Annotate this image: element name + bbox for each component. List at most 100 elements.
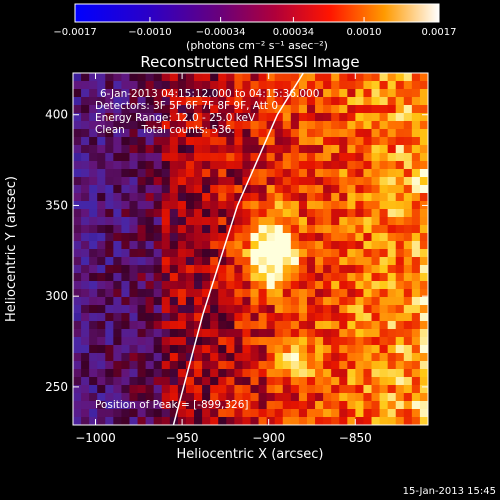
heatmap-cell <box>97 305 106 314</box>
heatmap-cell <box>137 329 147 338</box>
heatmap-cell <box>81 145 90 154</box>
heatmap-cell <box>121 81 131 90</box>
heatmap-cell <box>323 161 332 170</box>
heatmap-cell <box>258 153 268 162</box>
heatmap-cell <box>250 241 260 250</box>
heatmap-cell <box>242 337 252 346</box>
heatmap-cell <box>403 241 413 250</box>
heatmap-cell <box>161 89 171 98</box>
heatmap-cell <box>258 241 268 250</box>
heatmap-cell <box>347 73 356 82</box>
heatmap-cell <box>145 273 155 282</box>
heatmap-cell <box>234 313 244 322</box>
heatmap-cell <box>89 361 98 370</box>
heatmap-cell <box>177 217 187 226</box>
heatmap-cell <box>371 81 381 90</box>
heatmap-cell <box>339 305 348 314</box>
heatmap-cell <box>266 401 276 410</box>
heatmap-cell <box>315 313 324 322</box>
heatmap-cell <box>113 201 123 210</box>
heatmap-cell <box>81 369 90 378</box>
heatmap-cell <box>153 305 163 314</box>
heatmap-cell <box>185 305 195 314</box>
heatmap-cell <box>145 249 155 258</box>
heatmap-cell <box>355 113 365 122</box>
heatmap-cell <box>169 177 179 186</box>
heatmap-cell <box>218 97 227 106</box>
heatmap-cell <box>73 329 82 338</box>
heatmap-cell <box>113 97 123 106</box>
heatmap-cell <box>234 137 244 146</box>
heatmap-cell <box>403 361 413 370</box>
heatmap-cell <box>137 129 147 138</box>
heatmap-cell <box>153 329 163 338</box>
heatmap-cell <box>169 273 179 282</box>
heatmap-cell <box>403 297 413 306</box>
heatmap-cell <box>129 89 139 98</box>
heatmap-cell <box>73 305 82 314</box>
heatmap-cell <box>379 401 389 410</box>
heatmap-cell <box>226 337 235 346</box>
heatmap-cell <box>403 289 413 298</box>
heatmap-cell <box>282 249 292 258</box>
heatmap-cell <box>379 113 389 122</box>
heatmap-cell <box>153 217 163 226</box>
heatmap-cell <box>105 273 114 282</box>
colorbar-tick-label: 0.00034 <box>273 27 314 38</box>
heatmap-cell <box>355 313 365 322</box>
heatmap-cell <box>331 113 340 122</box>
heatmap-cell <box>306 369 316 378</box>
heatmap-cell <box>371 297 381 306</box>
heatmap-cell <box>137 201 147 210</box>
heatmap-cell <box>81 409 90 418</box>
heatmap-cell <box>274 377 284 386</box>
heatmap-cell <box>177 409 187 418</box>
heatmap-cell <box>371 209 381 218</box>
heatmap-cell <box>411 273 421 282</box>
heatmap-cell <box>323 241 332 250</box>
heatmap-cell <box>411 201 421 210</box>
heatmap-cell <box>194 81 203 90</box>
heatmap-cell <box>177 345 187 354</box>
heatmap-cell <box>121 137 131 146</box>
heatmap-cell <box>89 233 98 242</box>
heatmap-cell <box>105 409 114 418</box>
heatmap-cell <box>161 257 171 266</box>
heatmap-cell <box>379 249 389 258</box>
heatmap-cell <box>306 297 316 306</box>
heatmap-cell <box>161 329 171 338</box>
heatmap-cell <box>290 137 300 146</box>
heatmap-cell <box>266 337 276 346</box>
heatmap-cell <box>89 401 98 410</box>
heatmap-cell <box>89 369 98 378</box>
heatmap-cell <box>145 185 155 194</box>
heatmap-cell <box>282 409 292 418</box>
heatmap-cell <box>73 385 82 394</box>
heatmap-cell <box>298 81 308 90</box>
heatmap-cell <box>250 169 260 178</box>
heatmap-cell <box>266 73 276 82</box>
heatmap-cell <box>177 129 187 138</box>
heatmap-cell <box>395 385 405 394</box>
heatmap-cell <box>266 369 276 378</box>
heatmap-cell <box>226 345 235 354</box>
heatmap-cell <box>234 209 244 218</box>
heatmap-cell <box>194 241 203 250</box>
heatmap-cell <box>315 161 324 170</box>
heatmap-cell <box>250 273 260 282</box>
heatmap-cell <box>153 81 163 90</box>
heatmap-cell <box>419 305 428 314</box>
heatmap-cell <box>355 377 365 386</box>
heatmap-cell <box>218 153 227 162</box>
y-tick-label: 250 <box>45 380 68 394</box>
heatmap-cell <box>266 409 276 418</box>
heatmap-cell <box>339 193 348 202</box>
heatmap-cell <box>306 401 316 410</box>
heatmap-cell <box>379 177 389 186</box>
heatmap-cell <box>419 265 428 274</box>
heatmap-cell <box>89 145 98 154</box>
heatmap-cell <box>169 209 179 218</box>
heatmap-cell <box>347 265 356 274</box>
heatmap-cell <box>194 297 203 306</box>
heatmap-cell <box>242 233 252 242</box>
